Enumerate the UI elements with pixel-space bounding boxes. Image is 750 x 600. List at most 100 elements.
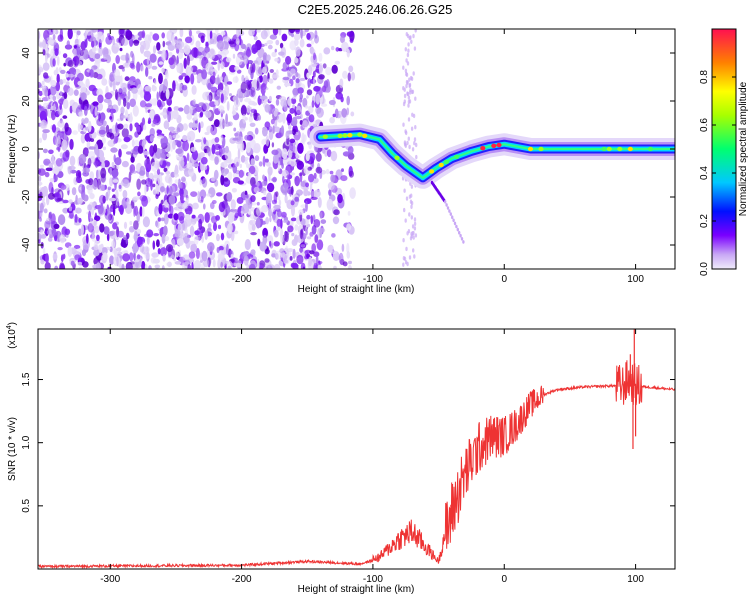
noise-speck [97, 31, 105, 43]
noise-speck [116, 164, 120, 170]
noise-speck [313, 172, 317, 179]
noise-speck [282, 76, 290, 81]
noise-speck [218, 105, 225, 112]
noise-speck [337, 193, 343, 204]
noise-speck [293, 33, 301, 41]
noise-speck [287, 98, 292, 106]
noise-speck [178, 107, 184, 112]
noise-speck [249, 139, 256, 149]
track-blob [617, 146, 623, 152]
noise-speck [205, 193, 212, 197]
noise-speck [309, 231, 314, 237]
noise-speck [67, 29, 73, 40]
noise-speck [160, 217, 165, 222]
noise-speck [211, 90, 217, 100]
noise-speck [226, 81, 233, 85]
noise-speck [346, 223, 352, 231]
noise-speck [72, 130, 78, 135]
noise-speck [294, 175, 301, 187]
noise-speck [123, 123, 129, 129]
noise-speck [97, 204, 104, 215]
noise-speck [232, 53, 236, 59]
streak-speck [410, 204, 413, 209]
noise-speck [57, 120, 65, 128]
noise-speck [94, 53, 101, 60]
secondary-speck [456, 227, 459, 232]
noise-speck [123, 136, 131, 143]
noise-speck [136, 125, 141, 133]
noise-speck [168, 195, 176, 205]
track-blob [438, 162, 444, 168]
noise-speck [264, 42, 268, 47]
noise-speck [166, 30, 174, 42]
noise-speck [159, 112, 167, 116]
noise-speck [313, 262, 318, 269]
noise-speck [229, 64, 237, 73]
noise-speck [101, 137, 106, 144]
track-blob [491, 143, 497, 148]
noise-speck [142, 117, 145, 126]
noise-speck [316, 264, 323, 269]
noise-speck [220, 161, 228, 168]
noise-speck [268, 126, 273, 133]
noise-speck [50, 213, 56, 225]
noise-speck [226, 243, 229, 256]
noise-speck [221, 49, 229, 55]
noise-speck [131, 35, 136, 40]
y-tick-label: 0 [21, 146, 32, 152]
noise-speck [73, 244, 81, 250]
noise-speck [346, 95, 351, 106]
noise-speck [117, 96, 122, 107]
noise-speck [69, 138, 74, 150]
noise-speck [78, 124, 83, 130]
noise-speck [54, 192, 60, 197]
noise-speck [217, 60, 221, 71]
streak-speck [407, 136, 410, 141]
noise-speck [75, 194, 78, 205]
streak-speck [403, 188, 406, 193]
noise-speck [166, 185, 169, 195]
track-core [319, 133, 675, 179]
noise-speck [60, 69, 66, 74]
noise-speck [347, 146, 354, 154]
noise-speck [163, 201, 169, 209]
noise-speck [50, 80, 57, 87]
noise-speck [335, 47, 340, 52]
colorbar-tick-label: 0.4 [699, 166, 710, 180]
noise-speck [91, 234, 96, 242]
noise-speck [226, 260, 233, 269]
noise-speck [153, 233, 160, 237]
noise-speck [162, 40, 166, 48]
noise-speck [163, 167, 168, 173]
noise-speck [106, 233, 110, 242]
noise-speck [233, 127, 237, 132]
noise-speck [180, 160, 185, 167]
noise-speck [65, 81, 70, 86]
noise-speck [276, 218, 282, 227]
noise-speck [68, 68, 76, 73]
noise-speck [123, 179, 131, 188]
noise-speck [167, 261, 172, 268]
streak-speck [412, 230, 415, 236]
streak-speck [413, 254, 416, 259]
noise-speck [218, 249, 225, 260]
noise-speck [313, 219, 321, 228]
noise-speck [202, 177, 208, 188]
noise-speck [250, 195, 256, 203]
noise-speck [148, 265, 152, 269]
spectrogram-y-ticks: -40 -20 0 20 40 [21, 47, 675, 252]
noise-speck [220, 232, 225, 241]
noise-speck [120, 106, 125, 115]
noise-speck [193, 259, 201, 269]
streak-speck [405, 246, 408, 252]
noise-speck [136, 254, 141, 260]
noise-speck [127, 83, 131, 89]
noise-speck [119, 29, 125, 35]
noise-speck [67, 60, 74, 68]
noise-speck [111, 169, 119, 178]
noise-speck [234, 66, 240, 71]
noise-speck [213, 222, 217, 232]
noise-speck [322, 98, 326, 104]
noise-speck [261, 205, 269, 213]
noise-speck [223, 36, 231, 42]
